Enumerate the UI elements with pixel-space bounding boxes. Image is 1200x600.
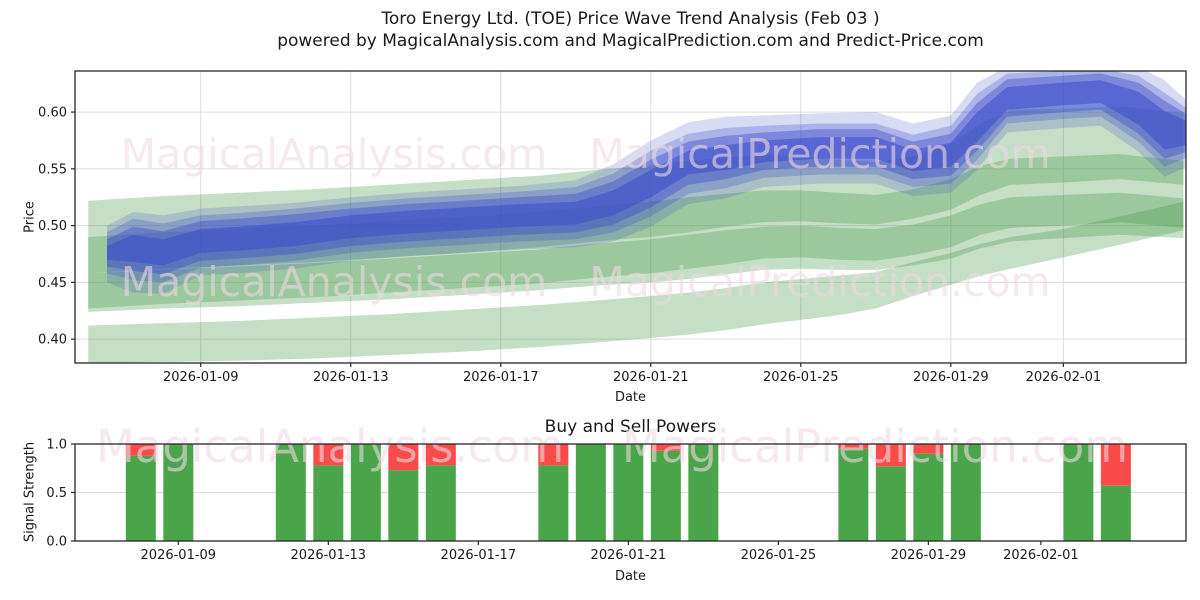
price-xtick-label: 2026-01-17: [463, 370, 539, 385]
sell-power-bar: [388, 444, 419, 471]
price-chart-xaxis-label: Date: [614, 390, 647, 405]
watermark-prediction: MagicalPrediction.com: [589, 130, 1050, 178]
figure-title-line2: powered by MagicalAnalysis.com and Magic…: [277, 31, 984, 51]
sell-power-bar: [838, 444, 869, 449]
price-xtick-label: 2026-01-29: [913, 370, 989, 385]
support-band-channel-mid-upper: [88, 154, 1184, 309]
buy-power-bar: [388, 470, 419, 541]
buy-power-bar: [913, 453, 944, 541]
buy-power-bar: [125, 455, 156, 541]
figure-title: Toro Energy Ltd. (TOE) Price Wave Trend …: [75, 8, 1186, 52]
price-ytick-label: 0.40: [38, 333, 67, 348]
sell-power-bar: [1100, 444, 1131, 486]
watermark-prediction: MagicalPrediction.com: [589, 258, 1050, 306]
signal-xtick-label: 2026-01-17: [441, 548, 517, 563]
price-xtick-label: 2026-01-25: [763, 370, 839, 385]
price-ytick-label: 0.60: [38, 106, 67, 121]
support-band-channel-lower: [88, 201, 1184, 363]
price-xtick-label: 2026-01-21: [613, 370, 689, 385]
price-xtick-label: 2026-01-09: [163, 370, 239, 385]
buy-power-bar: [613, 444, 644, 541]
sell-power-bar: [875, 444, 906, 467]
sell-power-bar: [913, 444, 944, 454]
buy-power-bar: [838, 448, 869, 541]
buy-power-bar: [575, 444, 606, 541]
figure-title-line1: Toro Energy Ltd. (TOE) Price Wave Trend …: [381, 9, 880, 29]
sell-power-bar: [650, 444, 681, 451]
signal-chart-xaxis-label: Date: [614, 569, 647, 584]
buy-power-bar: [1063, 444, 1094, 541]
sell-power-bar: [425, 444, 456, 466]
buy-power-bar: [875, 466, 906, 541]
signal-xtick-label: 2026-01-21: [591, 548, 667, 563]
sell-power-bar: [125, 444, 156, 456]
buy-power-bar: [650, 450, 681, 541]
watermark-analysis: MagicalAnalysis.com: [121, 258, 548, 306]
price-xtick-label: 2026-02-01: [1026, 370, 1102, 385]
buy-power-bar: [950, 444, 981, 541]
buy-power-bar: [275, 444, 306, 541]
buy-power-bar: [1100, 485, 1131, 541]
watermark-prediction: MagicalPrediction.com: [622, 420, 1128, 473]
buy-power-bar: [688, 444, 719, 541]
signal-xtick-label: 2026-02-01: [1003, 548, 1079, 563]
buy-power-bar: [425, 465, 456, 541]
buy-power-bar: [313, 465, 344, 541]
price-ytick-label: 0.55: [38, 162, 67, 177]
sell-power-bar: [538, 444, 569, 466]
signal-xtick-label: 2026-01-13: [291, 548, 367, 563]
signal-xtick-label: 2026-01-09: [141, 548, 217, 563]
buy-power-bar: [350, 444, 381, 541]
price-ytick-label: 0.45: [38, 276, 67, 291]
signal-xtick-label: 2026-01-29: [891, 548, 967, 563]
buy-power-bar: [538, 465, 569, 541]
signal-ytick-label: 0.0: [46, 535, 67, 550]
signal-chart-title: Buy and Sell Powers: [544, 417, 717, 437]
buy-power-bar: [163, 444, 194, 541]
watermark-analysis: MagicalAnalysis.com: [121, 130, 548, 178]
signal-ytick-label: 0.5: [46, 486, 67, 501]
forecast-wave-core: [107, 80, 1186, 266]
support-band-channel-mid-lower: [88, 192, 1184, 312]
signal-ytick-label: 1.0: [46, 438, 67, 453]
signal-xtick-label: 2026-01-25: [741, 548, 817, 563]
price-plot-border: [74, 70, 1187, 364]
watermark-analysis: MagicalAnalysis.com: [96, 420, 564, 473]
sell-power-bar: [313, 444, 344, 466]
price-xtick-label: 2026-01-13: [313, 370, 389, 385]
price-bands-group: [88, 71, 1186, 363]
price-ytick-label: 0.50: [38, 219, 67, 234]
